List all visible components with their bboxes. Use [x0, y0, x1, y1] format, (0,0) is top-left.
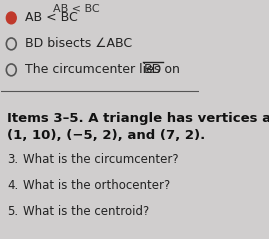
Text: BD bisects ∠ABC: BD bisects ∠ABC — [25, 38, 132, 50]
Text: 4.: 4. — [7, 179, 19, 192]
Text: The circumcenter lies on: The circumcenter lies on — [25, 63, 184, 76]
Text: 5.: 5. — [7, 205, 19, 218]
Text: BD: BD — [144, 63, 162, 76]
Text: What is the orthocenter?: What is the orthocenter? — [23, 179, 171, 192]
Text: What is the centroid?: What is the centroid? — [23, 205, 149, 218]
Text: Items 3–5. A triangle has vertices at
(1, 10), (−5, 2), and (7, 2).: Items 3–5. A triangle has vertices at (1… — [7, 112, 269, 142]
Text: 3.: 3. — [7, 153, 19, 166]
Text: What is the circumcenter?: What is the circumcenter? — [23, 153, 179, 166]
Text: AB < BC: AB < BC — [25, 11, 78, 24]
Circle shape — [6, 12, 16, 24]
Text: AB < BC: AB < BC — [53, 4, 100, 14]
